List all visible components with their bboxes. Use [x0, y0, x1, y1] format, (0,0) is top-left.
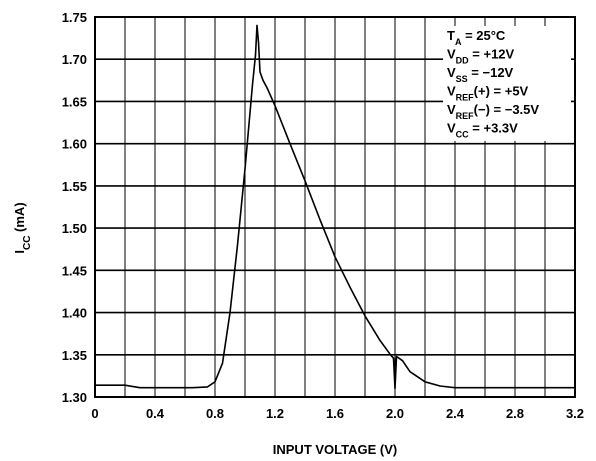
data-point [401, 360, 404, 362]
condition-symbol: V [447, 47, 456, 62]
condition-subscript: SS [456, 74, 468, 84]
data-point [514, 387, 516, 389]
y-tick-label: 1.50 [62, 221, 87, 236]
condition-subscript: DD [456, 56, 469, 66]
condition-value: = +3.3V [469, 121, 518, 136]
data-point [304, 180, 306, 182]
plot-frame [94, 16, 576, 398]
data-point [334, 256, 336, 258]
data-point [389, 354, 392, 356]
data-point [176, 387, 179, 389]
y-tick-label: 1.45 [62, 263, 87, 278]
data-point [221, 362, 224, 364]
condition-line: VSS = −12V [447, 65, 514, 84]
condition-line: TA = 25°C [447, 28, 506, 47]
data-point [266, 88, 269, 90]
data-point [484, 387, 486, 389]
y-axis-title-main: I [12, 250, 27, 254]
x-tick-label: 1.6 [326, 406, 344, 421]
y-tick-label: 1.55 [62, 179, 87, 194]
x-axis-title: INPUT VOLTAGE (V) [273, 442, 397, 457]
condition-subscript: REF [456, 111, 475, 121]
data-point [256, 24, 258, 27]
data-point [379, 339, 381, 342]
data-point [274, 105, 276, 107]
condition-symbol: T [447, 28, 455, 43]
data-point [349, 286, 351, 288]
data-point [409, 371, 411, 373]
data-point [244, 168, 246, 170]
condition-subscript: REF [456, 93, 475, 103]
data-point [289, 143, 291, 145]
data-point [544, 387, 546, 389]
y-axis-title: ICC (mA) [12, 202, 33, 253]
x-tick-label: 2.4 [446, 406, 465, 421]
condition-symbol: V [447, 84, 456, 99]
condition-value: (−) = −3.5V [474, 102, 540, 117]
conditions-background [443, 26, 571, 141]
y-tick-label: 1.75 [62, 10, 87, 25]
condition-value: = +12V [469, 47, 515, 62]
data-point [236, 244, 239, 246]
y-tick-label: 1.30 [62, 390, 87, 405]
series-layer [94, 24, 576, 390]
data-point [394, 387, 396, 390]
data-point [424, 381, 426, 383]
x-tick-labels: 0 0.4 0.8 1.2 1.6 2.0 2.4 2.8 3.2 [91, 406, 584, 421]
data-point [154, 387, 156, 389]
condition-value: = 25°C [461, 28, 505, 43]
y-axis-title-sub: CC [22, 236, 33, 250]
condition-line: VCC = +3.3V [447, 121, 518, 140]
data-point [139, 387, 141, 389]
condition-subscript: A [455, 37, 462, 47]
data-point [251, 83, 254, 86]
x-tick-label: 2.0 [386, 406, 404, 421]
data-point [214, 381, 216, 383]
condition-value: = −12V [468, 65, 514, 80]
x-tick-label: 0 [91, 406, 98, 421]
data-point [206, 386, 209, 388]
data-point [254, 54, 257, 56]
y-tick-label: 1.60 [62, 137, 87, 152]
condition-value: (+) = +5V [474, 84, 529, 99]
y-tick-label: 1.65 [62, 94, 87, 109]
data-point [124, 384, 126, 386]
x-tick-label: 3.2 [566, 406, 584, 421]
data-point [319, 219, 321, 221]
y-tick-label: 1.35 [62, 348, 87, 363]
condition-line: VREF(+) = +5V [447, 84, 529, 103]
data-point [191, 387, 194, 389]
condition-line: VREF(−) = −3.5V [447, 102, 539, 121]
y-axis-title-rest: (mA) [12, 202, 27, 235]
x-tick-label: 0.4 [146, 406, 165, 421]
x-tick-label: 1.2 [266, 406, 284, 421]
data-point [229, 311, 231, 314]
condition-line: VDD = +12V [447, 47, 515, 66]
condition-subscript: CC [456, 130, 469, 140]
y-tick-label: 1.70 [62, 52, 87, 67]
data-point [364, 315, 366, 317]
x-tick-label: 0.8 [206, 406, 224, 421]
data-point [395, 355, 398, 358]
x-tick-label: 2.8 [506, 406, 524, 421]
condition-symbol: V [447, 121, 456, 136]
data-point [454, 387, 456, 389]
data-point [262, 79, 264, 81]
data-point [248, 117, 251, 119]
data-point [439, 385, 441, 387]
condition-symbol: V [447, 65, 456, 80]
y-tick-label: 1.40 [62, 306, 87, 321]
condition-symbol: V [447, 102, 456, 117]
data-point [257, 41, 260, 43]
data-point [392, 357, 395, 359]
data-point [259, 71, 261, 73]
y-tick-labels: 1.30 1.35 1.40 1.45 1.50 1.55 1.60 1.65 1.70 1.75 [62, 10, 87, 405]
